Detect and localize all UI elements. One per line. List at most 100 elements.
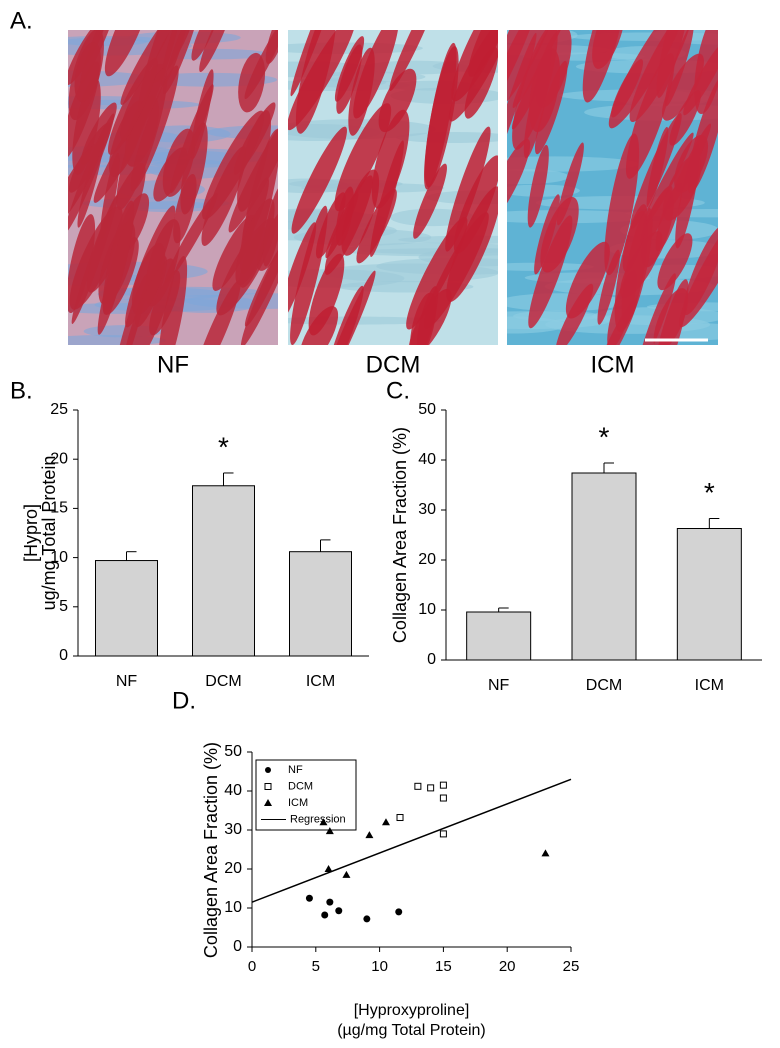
point <box>439 781 447 789</box>
x-tick-label: DCM <box>205 673 241 690</box>
muscle-fiber <box>69 206 123 310</box>
muscle-fiber <box>446 186 498 302</box>
tissue-fiber <box>507 316 566 334</box>
muscle-fiber <box>529 48 561 133</box>
point <box>439 794 447 802</box>
point <box>305 894 313 902</box>
x-tick-label: 20 <box>499 958 516 975</box>
y-tick-label: 0 <box>427 651 436 668</box>
muscle-fiber <box>288 222 317 321</box>
y-tick-label: 20 <box>418 551 436 568</box>
muscle-fiber <box>637 273 676 345</box>
muscle-fiber <box>120 30 176 105</box>
muscle-fiber <box>348 47 375 136</box>
muscle-fiber <box>202 110 265 220</box>
x-tick-label: 25 <box>563 958 580 975</box>
muscle-fiber <box>679 202 718 328</box>
muscle-fiber <box>130 65 179 192</box>
muscle-fiber <box>334 103 392 212</box>
significance-mark: * <box>704 477 715 508</box>
y-tick-label: 20 <box>50 450 68 467</box>
point <box>363 915 371 923</box>
muscle-fiber <box>378 68 417 133</box>
x-tick-label: 0 <box>248 958 256 975</box>
y-tick-label: 10 <box>418 601 436 618</box>
x-tick-label: NF <box>488 677 510 694</box>
muscle-fiber <box>555 283 594 345</box>
point <box>324 865 333 872</box>
muscle-fiber <box>657 233 693 291</box>
y-axis-label: Collagen Area Fraction (%) <box>201 742 221 958</box>
point <box>342 870 351 878</box>
muscle-fiber <box>290 30 338 97</box>
muscle-fiber <box>528 215 573 329</box>
legend-label: DCM <box>288 780 313 792</box>
muscle-fiber <box>212 214 256 291</box>
legend-swatch <box>264 799 272 806</box>
regression-line <box>251 778 572 903</box>
point <box>396 814 404 822</box>
muscle-fiber <box>556 142 584 226</box>
panel-label: B. <box>10 377 33 404</box>
significance-mark: * <box>218 431 229 462</box>
muscle-fiber <box>324 175 373 275</box>
y-tick-label: 50 <box>224 743 242 760</box>
y-tick-label: 30 <box>418 501 436 518</box>
muscle-fiber <box>371 109 410 209</box>
muscle-fiber <box>413 163 447 239</box>
muscle-fiber <box>694 30 718 115</box>
muscle-fiber <box>72 77 101 175</box>
point <box>325 827 334 835</box>
muscle-fiber <box>290 205 328 345</box>
x-tick-label: DCM <box>586 677 622 694</box>
muscle-fiber <box>160 30 192 87</box>
muscle-fiber <box>507 32 537 168</box>
muscle-fiber <box>653 288 689 345</box>
muscle-fiber <box>592 30 626 69</box>
muscle-fiber <box>291 126 347 234</box>
muscle-fiber <box>507 138 531 224</box>
muscle-fiber <box>173 173 197 244</box>
y-tick-label: 0 <box>59 647 68 664</box>
bar <box>95 560 158 657</box>
panel-label: D. <box>172 687 196 714</box>
y-axis-label: [Hypro] <box>21 504 41 562</box>
x-tick-label: 10 <box>371 958 388 975</box>
muscle-fiber <box>445 126 491 252</box>
y-tick-label: 10 <box>50 549 68 566</box>
image-caption: DCM <box>366 351 421 378</box>
muscle-fiber <box>507 30 559 111</box>
muscle-fiber <box>262 185 278 267</box>
muscle-fiber <box>621 207 653 324</box>
muscle-fiber <box>389 30 439 91</box>
muscle-fiber <box>423 42 457 190</box>
muscle-fiber <box>668 123 712 209</box>
legend-label: NF <box>288 764 303 776</box>
point <box>365 831 374 839</box>
y-tick-label: 0 <box>233 938 242 955</box>
muscle-fiber <box>597 249 620 325</box>
x-tick-label: 15 <box>435 958 452 975</box>
bar <box>289 551 352 657</box>
muscle-fiber <box>534 194 560 275</box>
y-tick-label: 50 <box>418 401 436 418</box>
muscle-fiber <box>158 256 188 345</box>
significance-mark: * <box>599 421 610 452</box>
panel-label: A. <box>10 7 33 34</box>
image-caption: ICM <box>591 351 635 378</box>
point <box>439 830 447 838</box>
muscle-fiber <box>240 215 278 345</box>
image-caption: NF <box>157 351 189 378</box>
x-tick-label: ICM <box>306 673 335 690</box>
point <box>541 849 550 857</box>
bar <box>466 611 532 661</box>
muscle-fiber <box>288 30 357 131</box>
muscle-fiber <box>123 258 175 345</box>
point <box>395 908 403 916</box>
point <box>381 818 390 826</box>
panel-label: C. <box>386 377 410 404</box>
y-tick-label: 15 <box>50 500 68 517</box>
legend-label: Regression <box>290 813 346 825</box>
y-tick-label: 40 <box>224 782 242 799</box>
